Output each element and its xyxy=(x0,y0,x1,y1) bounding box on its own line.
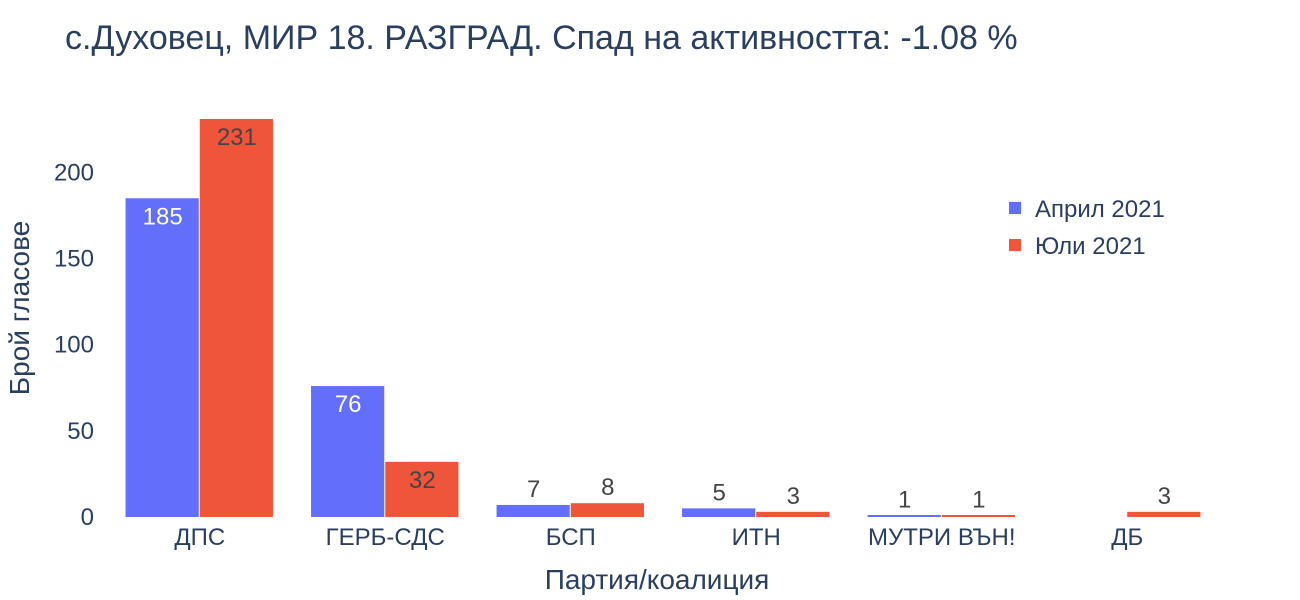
bar xyxy=(1127,511,1201,517)
bar xyxy=(867,515,941,517)
bar xyxy=(199,119,273,517)
data-label: 32 xyxy=(409,467,436,494)
bar xyxy=(756,511,830,517)
y-axis-ticks: 0 50 100 150 200 xyxy=(54,159,94,531)
legend-label: Април 2021 xyxy=(1035,196,1165,223)
legend-swatch xyxy=(1009,202,1021,214)
bar xyxy=(682,508,756,517)
y-tick-label: 100 xyxy=(54,332,94,359)
bar xyxy=(311,386,385,517)
data-label: 8 xyxy=(601,474,614,501)
data-label: 5 xyxy=(712,479,725,506)
x-tick-label: ГЕРБ-СДС xyxy=(326,524,445,551)
x-tick-label: ДБ xyxy=(1111,524,1143,551)
y-axis-title: Брой гласове xyxy=(4,221,35,395)
data-label: 76 xyxy=(335,391,362,418)
x-tick-label: ДПС xyxy=(174,524,225,551)
bars: 185 231 76 32 7 8 5 3 1 1 3 xyxy=(125,119,1201,517)
data-label: 185 xyxy=(143,203,183,230)
data-label: 3 xyxy=(787,483,800,510)
x-tick-label: ИТН xyxy=(732,524,781,551)
bar xyxy=(125,198,199,517)
data-label: 3 xyxy=(1158,483,1171,510)
y-tick-label: 150 xyxy=(54,246,94,273)
legend: Април 2021 Юли 2021 xyxy=(1009,196,1165,260)
x-tick-label: БСП xyxy=(546,524,596,551)
x-axis-ticks: ДПС ГЕРБ-СДС БСП ИТН МУТРИ ВЪН! ДБ xyxy=(174,524,1143,551)
data-label: 1 xyxy=(972,486,985,513)
y-tick-label: 50 xyxy=(67,418,94,445)
data-label: 7 xyxy=(527,476,540,503)
y-tick-label: 0 xyxy=(81,504,94,531)
chart-title: с.Духовец, МИР 18. РАЗГРАД. Спад на акти… xyxy=(65,19,1018,57)
data-label: 1 xyxy=(898,486,911,513)
bar xyxy=(570,503,644,517)
bar xyxy=(385,461,459,517)
bar xyxy=(496,504,570,517)
y-tick-label: 200 xyxy=(54,159,94,186)
data-label: 231 xyxy=(217,124,257,151)
x-tick-label: МУТРИ ВЪН! xyxy=(868,524,1015,551)
bar xyxy=(941,515,1015,517)
x-axis-title: Партия/коалиция xyxy=(545,564,770,595)
legend-swatch xyxy=(1009,239,1021,251)
legend-label: Юли 2021 xyxy=(1035,233,1146,260)
